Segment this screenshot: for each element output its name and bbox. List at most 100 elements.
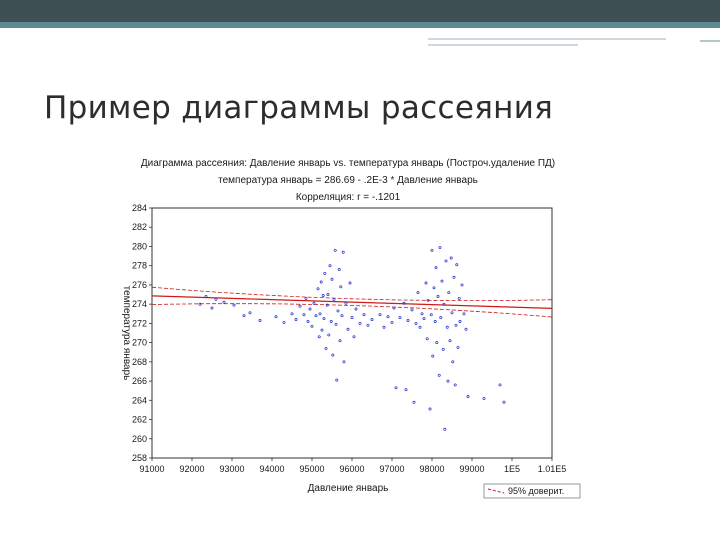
data-point [352, 335, 356, 339]
data-point [332, 297, 336, 301]
data-point [222, 300, 226, 304]
data-point [232, 303, 236, 307]
data-point [348, 281, 352, 285]
data-point [431, 354, 435, 358]
y-tick-label: 276 [132, 280, 147, 290]
data-point [354, 307, 358, 311]
slide-top-bar [0, 0, 720, 22]
data-point [204, 295, 208, 298]
data-point [320, 328, 324, 332]
data-point [210, 306, 214, 310]
chart-title: Диаграмма рассеяния: Давление январь vs.… [141, 158, 555, 169]
data-point [328, 264, 332, 268]
data-point [429, 313, 433, 317]
data-point [330, 277, 334, 281]
data-point [449, 256, 453, 260]
data-point [334, 322, 338, 326]
y-tick-label: 268 [132, 357, 147, 367]
regression-line [151, 295, 553, 309]
data-point [324, 346, 328, 350]
y-tick-label: 280 [132, 241, 147, 251]
data-point [424, 281, 428, 285]
x-tick-label: 96000 [339, 464, 364, 474]
data-point [418, 325, 422, 329]
plot-area [151, 207, 553, 459]
data-point [428, 407, 432, 411]
data-point [425, 337, 429, 341]
data-point [443, 427, 447, 431]
data-point [294, 318, 298, 321]
data-point [438, 245, 442, 249]
x-tick-label: 93000 [219, 464, 244, 474]
data-point [433, 320, 437, 323]
data-point [290, 312, 294, 316]
x-axis-ticks: 91000 92000 93000 94000 95000 96000 97000 98000… [139, 458, 566, 474]
data-point [198, 302, 202, 306]
data-point [448, 339, 452, 343]
data-point [382, 325, 386, 329]
y-tick-label: 270 [132, 338, 147, 348]
data-point [336, 309, 340, 313]
regression-equation: температура январь = 286.69 - .2E-3 * Да… [218, 175, 478, 186]
slide-title: Пример диаграммы рассеяния [44, 90, 554, 126]
data-point [335, 378, 339, 382]
data-point [317, 335, 321, 339]
data-point [437, 373, 441, 377]
data-point [339, 285, 343, 289]
data-point [327, 333, 331, 337]
y-tick-label: 266 [132, 376, 147, 386]
y-tick-label: 264 [132, 395, 147, 405]
data-point [444, 259, 448, 263]
confidence-band [151, 286, 553, 318]
data-point [386, 315, 390, 319]
data-point [453, 383, 457, 387]
data-point [337, 268, 341, 271]
data-point [338, 339, 342, 343]
data-point [416, 291, 420, 295]
data-point [436, 295, 440, 298]
data-point [314, 314, 318, 318]
data-point [430, 248, 434, 252]
data-point [298, 304, 302, 308]
data-point [451, 360, 455, 364]
data-point [440, 279, 444, 283]
legend: 95% доверит. [483, 483, 581, 499]
data-point [366, 323, 370, 327]
data-point [414, 321, 418, 325]
data-point [333, 248, 337, 252]
scatter-chart-svg: Диаграмма рассеяния: Давление январь vs.… [121, 158, 581, 499]
data-point [458, 320, 462, 323]
data-point [308, 307, 312, 311]
y-tick-label: 282 [132, 222, 147, 232]
data-point [482, 396, 486, 400]
data-point [362, 313, 366, 317]
data-point [422, 317, 426, 321]
x-tick-label: 1E5 [504, 464, 520, 474]
legend-label: 95% доверит. [508, 486, 564, 496]
data-point [450, 311, 454, 315]
data-point [329, 320, 333, 323]
data-point [322, 317, 326, 321]
data-point [390, 320, 394, 324]
data-point [370, 318, 374, 321]
y-tick-label: 258 [132, 453, 147, 463]
data-point [462, 312, 466, 316]
data-point [319, 280, 323, 284]
data-point [340, 314, 344, 318]
y-tick-label: 272 [132, 318, 147, 328]
y-tick-label: 274 [132, 299, 147, 309]
data-point [420, 312, 424, 316]
data-point [214, 297, 218, 301]
x-tick-label: 97000 [379, 464, 404, 474]
data-point [454, 323, 458, 327]
x-tick-label: 99000 [459, 464, 484, 474]
data-point [460, 283, 464, 287]
x-tick-label: 95000 [299, 464, 324, 474]
data-point [394, 386, 398, 390]
data-point [346, 327, 350, 331]
slide-top-accent-bar [0, 22, 720, 28]
data-point [344, 301, 348, 305]
legend-swatch [487, 488, 505, 494]
data-point [406, 319, 410, 322]
data-point [426, 298, 430, 302]
